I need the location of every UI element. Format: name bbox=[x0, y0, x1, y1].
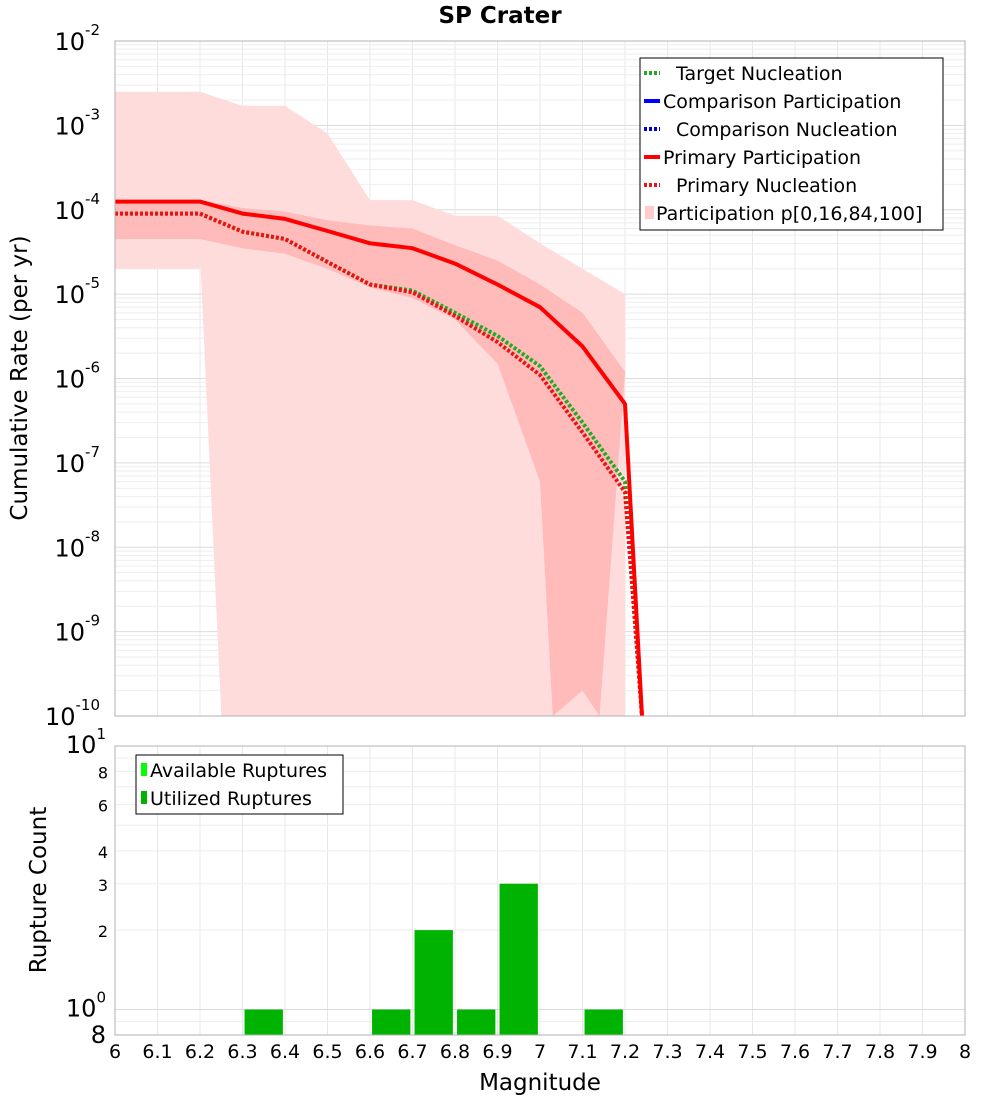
utilized-rupture-bar bbox=[414, 930, 453, 1035]
top-legend: Target Nucleation Comparison Participatio… bbox=[639, 57, 944, 231]
bottom-y-axis-title: Rupture Count bbox=[26, 807, 52, 973]
legend-swatch-utilized-ruptures bbox=[141, 791, 147, 804]
legend-label: Available Ruptures bbox=[150, 760, 327, 782]
top-y-tick-label: 10-9 bbox=[54, 612, 100, 647]
utilized-rupture-bar bbox=[584, 1009, 623, 1035]
series-line-primary-participation bbox=[115, 199, 644, 717]
x-tick-label: 7.5 bbox=[737, 1041, 767, 1063]
x-tick-label: 7.6 bbox=[780, 1041, 810, 1063]
bottom-y-tick-label: 3 bbox=[98, 876, 108, 895]
band-inner-p16-p84 bbox=[115, 200, 625, 717]
top-y-tick-label: 10-5 bbox=[54, 274, 100, 309]
x-tick-label: 6.2 bbox=[185, 1041, 215, 1063]
utilized-rupture-bar bbox=[244, 1009, 283, 1035]
x-tick-label: 6.6 bbox=[355, 1041, 385, 1063]
top-y-tick-label: 10-3 bbox=[54, 105, 100, 140]
legend-label: Comparison Participation bbox=[663, 91, 901, 113]
legend-label: Target Nucleation bbox=[675, 63, 843, 85]
top-y-tick-label: 10-7 bbox=[54, 443, 100, 478]
x-tick-label: 6 bbox=[109, 1041, 121, 1063]
bottom-plot-frame bbox=[114, 745, 966, 1036]
x-tick-label: 6.1 bbox=[142, 1041, 172, 1063]
bottom-legend-box bbox=[135, 754, 344, 815]
legend-label: Participation p[0,16,84,100] bbox=[656, 203, 922, 225]
top-y-tick-label: 10-6 bbox=[54, 359, 100, 394]
x-tick-labels: 6 6.1 6.2 6.3 6.4 6.5 6.6 6.7 6.8 6.9 7 7.1 7.2 7.3 7.… bbox=[109, 1041, 971, 1063]
x-tick-label: 7.4 bbox=[695, 1041, 725, 1063]
x-tick-label: 6.7 bbox=[397, 1041, 427, 1063]
x-tick-label: 7.2 bbox=[610, 1041, 640, 1063]
bottom-y-tick-label: 4 bbox=[98, 843, 108, 862]
legend-swatch-band bbox=[645, 206, 654, 219]
legend-swatch-available-ruptures bbox=[141, 763, 147, 776]
bottom-legend: Available Ruptures Utilized Ruptures bbox=[135, 754, 344, 815]
top-y-tick-label: 10-8 bbox=[54, 527, 100, 562]
bottom-y-tick-label: 8 bbox=[98, 764, 108, 783]
x-tick-label: 7.7 bbox=[822, 1041, 852, 1063]
x-tick-label: 7.8 bbox=[865, 1041, 895, 1063]
x-tick-label: 6.4 bbox=[270, 1041, 300, 1063]
rupture-count-bars bbox=[244, 883, 623, 1035]
utilized-rupture-bar bbox=[499, 883, 538, 1035]
legend-label: Comparison Nucleation bbox=[676, 119, 898, 141]
x-tick-label: 7 bbox=[534, 1041, 546, 1063]
x-tick-label: 6.3 bbox=[227, 1041, 257, 1063]
top-y-tick-labels: 10-2 10-3 10-4 10-5 10-6 10-7 10-8 10-9 10-10 bbox=[45, 21, 100, 731]
legend-label: Utilized Ruptures bbox=[150, 788, 312, 810]
bottom-y-tick-label: 101 bbox=[66, 725, 106, 759]
legend-label: Primary Nucleation bbox=[676, 175, 857, 197]
top-y-axis-title: Cumulative Rate (per yr) bbox=[7, 235, 33, 520]
x-tick-label: 7.3 bbox=[652, 1041, 682, 1063]
top-y-tick-label: 10-10 bbox=[45, 696, 100, 731]
x-axis-title: Magnitude bbox=[479, 1070, 601, 1096]
top-series-lines bbox=[115, 199, 644, 717]
participation-bands bbox=[115, 91, 625, 717]
top-y-tick-label: 10-4 bbox=[54, 190, 100, 225]
chart-title: SP Crater bbox=[438, 3, 562, 29]
utilized-rupture-bar bbox=[457, 1009, 496, 1035]
x-tick-label: 7.9 bbox=[907, 1041, 937, 1063]
x-tick-label: 7.1 bbox=[567, 1041, 597, 1063]
x-tick-label: 6.9 bbox=[482, 1041, 512, 1063]
bottom-y-tick-label: 6 bbox=[98, 796, 108, 815]
legend-label: Primary Participation bbox=[663, 147, 861, 169]
utilized-rupture-bar bbox=[372, 1009, 411, 1035]
top-legend-box bbox=[639, 57, 944, 231]
x-tick-label: 6.5 bbox=[312, 1041, 342, 1063]
bottom-y-tick-label: 2 bbox=[98, 922, 108, 941]
bottom-y-tick-label: 8 bbox=[91, 1021, 106, 1049]
top-plot-frame bbox=[114, 40, 966, 717]
bottom-y-tick-label: 100 bbox=[66, 988, 106, 1022]
series-line-primary-nucleation bbox=[115, 211, 644, 717]
top-y-tick-label: 10-2 bbox=[54, 21, 100, 56]
x-tick-label: 6.8 bbox=[440, 1041, 470, 1063]
x-tick-label: 8 bbox=[959, 1041, 971, 1063]
